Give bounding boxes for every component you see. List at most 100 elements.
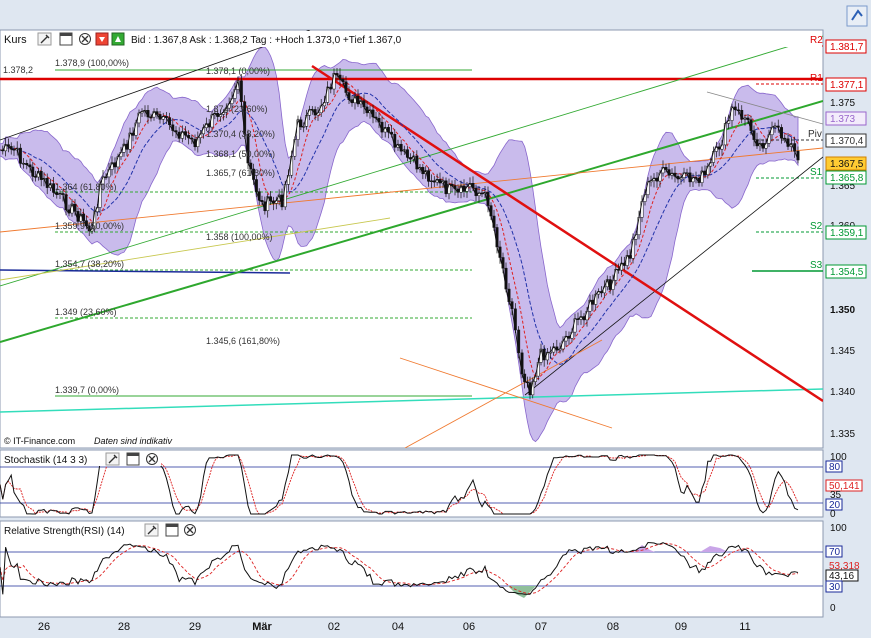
trendline-green-thick bbox=[0, 100, 823, 343]
rsi-tick-70: 70 bbox=[829, 547, 841, 558]
rsi-tick-0: 0 bbox=[830, 603, 836, 614]
price-box-current bbox=[825, 156, 867, 171]
y-tick-1: 1.375 bbox=[830, 98, 855, 109]
x-tick-07: 07 bbox=[535, 621, 547, 633]
moving-average-blue bbox=[0, 92, 799, 365]
trendline-orange bbox=[0, 147, 823, 233]
window-icon[interactable] bbox=[59, 32, 73, 46]
fib-label-left-5: 1.349 (23,60%) bbox=[55, 307, 117, 317]
x-tick-08: 08 bbox=[607, 621, 619, 633]
rsi-tick-100: 100 bbox=[830, 523, 847, 534]
price-box-r2 bbox=[825, 39, 867, 54]
stoch-wrench-icon[interactable] bbox=[105, 452, 120, 466]
x-tick-maerz: Mär bbox=[252, 621, 272, 633]
panel-title: Kurs bbox=[4, 34, 27, 46]
fib-label-mid-1: 1.374 (23,60%) bbox=[206, 104, 268, 114]
trendline-yellow bbox=[0, 217, 391, 281]
stoch-tick-35: 35 bbox=[830, 490, 842, 501]
price-box-bollinger-value: 1.373 bbox=[830, 114, 855, 125]
price-box-pivot-value: 1.370,4 bbox=[830, 136, 864, 147]
stochastic-title: Stochastik (14 3 3) bbox=[4, 455, 87, 466]
stoch-tick-100: 100 bbox=[830, 452, 847, 463]
close-icon[interactable] bbox=[79, 33, 91, 45]
fib-label-mid-3: 1.368,1 (50,00%) bbox=[206, 149, 275, 159]
refresh-icon[interactable] bbox=[846, 5, 868, 27]
fib-label-mid-2: 1.370,4 (38,20%) bbox=[206, 129, 275, 139]
stoch-tick-20: 20 bbox=[829, 500, 841, 511]
support-line-blue bbox=[0, 269, 291, 274]
wrench-icon[interactable] bbox=[37, 32, 52, 46]
fib-label-left-6: 1.339,7 (0,00%) bbox=[55, 385, 119, 395]
stoch-window-icon[interactable] bbox=[126, 452, 140, 466]
pivot-label-piv: Piv bbox=[808, 129, 822, 140]
fib-label-mid-6: 1.345,6 (161,80%) bbox=[206, 336, 280, 346]
x-tick-06: 06 bbox=[463, 621, 475, 633]
rsi-title: Relative Strength(RSI) (14) bbox=[4, 526, 125, 537]
stoch-close-icon[interactable] bbox=[146, 453, 158, 465]
pivot-label-r1: R1 bbox=[810, 73, 823, 84]
price-box-r2-value: 1.381,7 bbox=[830, 42, 864, 53]
stoch-tick-0: 0 bbox=[830, 509, 836, 520]
move-up-icon[interactable] bbox=[111, 32, 125, 46]
stochastic-panel: Stochastik (14 3 3) bbox=[0, 449, 824, 518]
y-tick-4: 1.350 bbox=[830, 305, 855, 316]
x-tick-26: 26 bbox=[38, 621, 50, 633]
fib-label-left-4: 1.354,7 (38,20%) bbox=[55, 259, 124, 269]
stoch-tick-80: 80 bbox=[829, 462, 841, 473]
rsi-tick-30: 30 bbox=[829, 582, 841, 593]
x-tick-09: 09 bbox=[675, 621, 687, 633]
trendline-green-thin bbox=[0, 35, 823, 287]
source-label: © IT-Finance.com bbox=[4, 436, 75, 446]
price-box-r1 bbox=[825, 77, 867, 92]
rsi-box-30 bbox=[825, 580, 843, 593]
rsi-value-2: 43,16 bbox=[829, 571, 854, 582]
main-panel: Kurs Bid : 1.367,8 Ask : 1.368,2 Tag : +… bbox=[0, 29, 824, 449]
fib-label-mid-4: 1.365,7 (61,80%) bbox=[206, 168, 275, 178]
stoch-value: 50,141 bbox=[829, 481, 860, 492]
fib-label-left-1: 1.378,9 (100,00%) bbox=[55, 58, 129, 68]
price-box-s1-value: 1.365,8 bbox=[830, 173, 864, 184]
stoch-box-80 bbox=[825, 460, 843, 473]
pivot-label-s1: S1 bbox=[810, 167, 823, 178]
trendline-teal bbox=[0, 388, 823, 413]
rsi-panel: Relative Strength(RSI) (14) bbox=[0, 520, 824, 618]
x-tick-29: 29 bbox=[189, 621, 201, 633]
price-box-bollinger bbox=[825, 111, 867, 126]
pivot-label-r2: R2 bbox=[810, 35, 823, 46]
rsi-wrench-icon[interactable] bbox=[144, 523, 159, 537]
price-box-s3-value: 1.354,5 bbox=[830, 267, 864, 278]
rsi-window-icon[interactable] bbox=[165, 523, 179, 537]
price-box-pivot bbox=[825, 133, 867, 148]
trendline-grey bbox=[706, 91, 823, 125]
price-box-s2-value: 1.359,1 bbox=[830, 228, 864, 239]
pivot-label-s2: S2 bbox=[810, 221, 823, 232]
quote-line: Bid : 1.367,8 Ask : 1.368,2 Tag : +Hoch … bbox=[131, 35, 402, 46]
y-tick-6: 1.340 bbox=[830, 387, 855, 398]
pivot-label-s3: S3 bbox=[810, 260, 823, 271]
move-down-icon[interactable] bbox=[95, 32, 109, 46]
y-tick-5: 1.345 bbox=[830, 346, 855, 357]
rsi-value-1: 53,318 bbox=[829, 561, 860, 572]
disclaimer-label: Daten sind indikativ bbox=[94, 436, 173, 446]
x-tick-02: 02 bbox=[328, 621, 340, 633]
stoch-value-box bbox=[825, 479, 863, 492]
y-tick-2: 1.365 bbox=[830, 181, 855, 192]
fib-label-left-2: 1.364 (61,80%) bbox=[55, 182, 117, 192]
rsi-line bbox=[0, 541, 799, 595]
rsi-overbought-fill bbox=[634, 545, 728, 552]
price-box-r1-value: 1.377,1 bbox=[830, 80, 864, 91]
rsi-close-icon[interactable] bbox=[184, 524, 196, 536]
time-axis: 26 28 29 Mär 02 04 06 07 08 09 11 bbox=[38, 621, 751, 633]
price-box-s1 bbox=[825, 170, 867, 185]
price-box-current-value: 1.367,5 bbox=[830, 159, 864, 170]
fib-label-left-3: 1.359,9 (50,00%) bbox=[55, 221, 124, 231]
x-tick-28: 28 bbox=[118, 621, 130, 633]
trendline-black-upper bbox=[0, 30, 311, 141]
stoch-box-20 bbox=[825, 498, 843, 511]
x-tick-04: 04 bbox=[392, 621, 404, 633]
fib-label-mid-5: 1.358 (100,00%) bbox=[206, 232, 273, 242]
y-tick-7: 1.335 bbox=[830, 429, 855, 440]
rsi-box-70 bbox=[825, 545, 843, 558]
price-series-line bbox=[0, 72, 799, 395]
